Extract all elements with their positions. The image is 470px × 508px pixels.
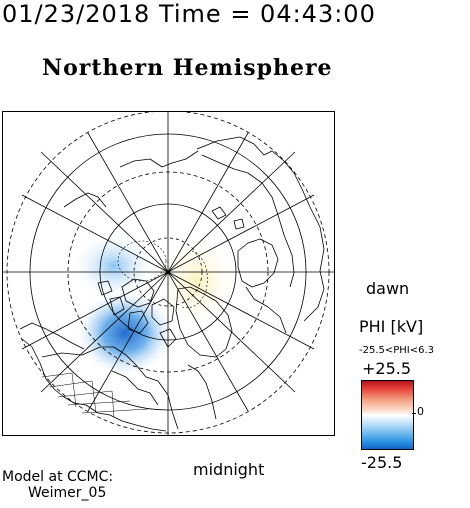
colorbar-range: -25.5<PHI<6.3 [359, 345, 435, 356]
longitude-lines [2, 111, 335, 436]
colorbar-zero-label: 0 [417, 405, 424, 418]
colorbar-title: PHI [kV] [359, 317, 424, 336]
coastlines [19, 136, 325, 432]
dawn-label: dawn [366, 279, 410, 298]
polar-map-svg [2, 111, 335, 436]
colorbar [361, 380, 414, 450]
colorbar-zero-tick [412, 413, 416, 414]
model-name: Weimer_05 [28, 485, 107, 501]
midnight-label: midnight [193, 460, 265, 479]
boundary-lines [41, 372, 149, 418]
colorbar-min-label: -25.5 [361, 453, 403, 472]
model-credit: Model at CCMC: [2, 469, 114, 485]
map-title: Northern Hemisphere [42, 55, 333, 81]
colorbar-max-label: +25.5 [362, 359, 412, 378]
datetime-header: 01/23/2018 Time = 04:43:00 [2, 0, 376, 28]
potential-field [74, 234, 235, 375]
potential-contours [117, 240, 208, 308]
polar-map [2, 111, 335, 436]
